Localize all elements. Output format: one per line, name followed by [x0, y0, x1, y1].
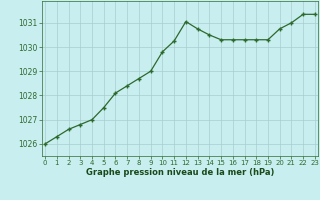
X-axis label: Graphe pression niveau de la mer (hPa): Graphe pression niveau de la mer (hPa) [86, 168, 274, 177]
